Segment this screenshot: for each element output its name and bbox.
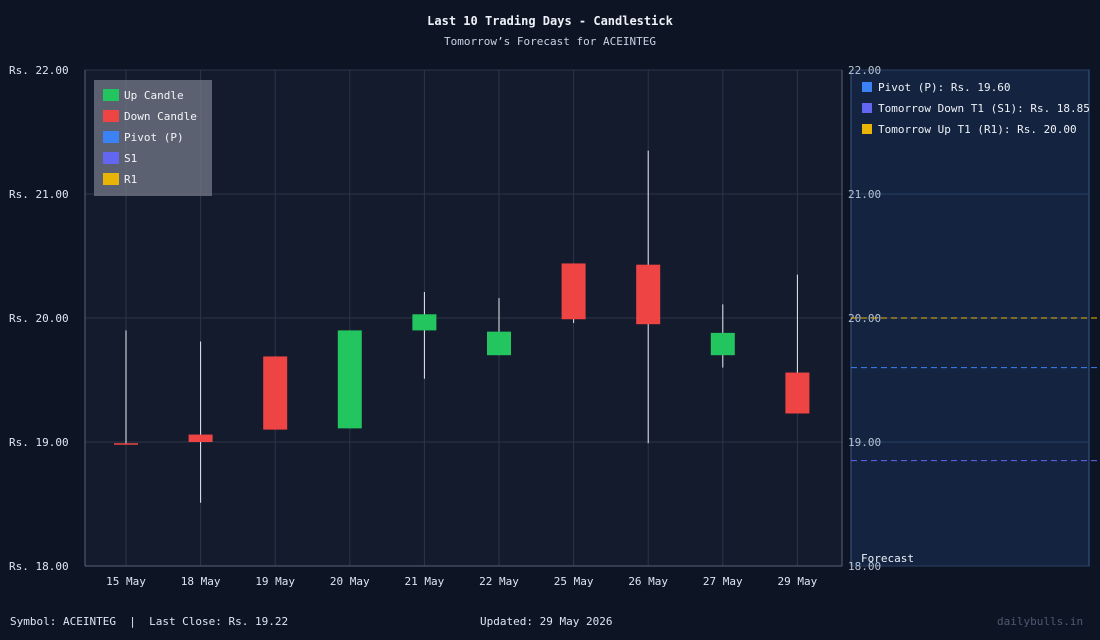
footer-symbol-info: Symbol: ACEINTEG | Last Close: Rs. 19.22 [10,615,289,628]
x-tick-label: 21 May [405,575,445,588]
forecast-legend-swatch [862,82,872,92]
down-candle-body [263,356,288,430]
legend-swatch [103,131,119,143]
y-right-tick-label: 21.00 [848,188,881,201]
forecast-label: Forecast [861,552,914,565]
y-right-tick-label: 22.00 [848,64,881,77]
y-right-tick-label: 19.00 [848,436,881,449]
legend-label: Down Candle [124,110,197,123]
x-tick-label: 25 May [554,575,594,588]
x-tick-label: 18 May [181,575,221,588]
forecast-legend-label: Tomorrow Down T1 (S1): Rs. 18.85 [878,102,1090,115]
x-tick-label: 19 May [255,575,295,588]
footer-updated: Updated: 29 May 2026 [480,615,613,628]
legend-label: Pivot (P) [124,131,184,144]
footer-watermark: dailybulls.in [997,615,1084,628]
legend-swatch [103,110,119,122]
y-tick-label: Rs. 20.00 [9,312,69,325]
y-right-tick-label: 18.00 [848,560,881,573]
y-tick-label: Rs. 19.00 [9,436,69,449]
legend-label: R1 [124,173,137,186]
x-tick-label: 15 May [106,575,146,588]
legend-swatch [103,152,119,164]
down-candle-body [561,263,586,320]
chart-subtitle: Tomorrow’s Forecast for ACEINTEG [444,35,656,48]
up-candle-body [412,314,437,331]
y-tick-label: Rs. 22.00 [9,64,69,77]
legend-label: S1 [124,152,137,165]
chart-title: Last 10 Trading Days - Candlestick [427,14,673,28]
forecast-legend-swatch [862,103,872,113]
up-candle-body [710,332,735,356]
y-tick-label: Rs. 21.00 [9,188,69,201]
forecast-legend-swatch [862,124,872,134]
legend-label: Up Candle [124,89,184,102]
up-candle-body [487,331,511,356]
up-candle-body [337,330,362,429]
forecast-legend-label: Pivot (P): Rs. 19.60 [878,81,1010,94]
down-candle-body [785,372,810,414]
down-candle-body [636,264,661,325]
x-tick-label: 22 May [479,575,519,588]
x-tick-label: 29 May [778,575,818,588]
legend-swatch [103,173,119,185]
legend-swatch [103,89,119,101]
x-tick-label: 27 May [703,575,743,588]
down-candle-body [114,443,138,445]
x-tick-label: 20 May [330,575,370,588]
y-tick-label: Rs. 18.00 [9,560,69,573]
down-candle-body [188,434,213,442]
forecast-legend-label: Tomorrow Up T1 (R1): Rs. 20.00 [878,123,1077,136]
x-tick-label: 26 May [628,575,668,588]
